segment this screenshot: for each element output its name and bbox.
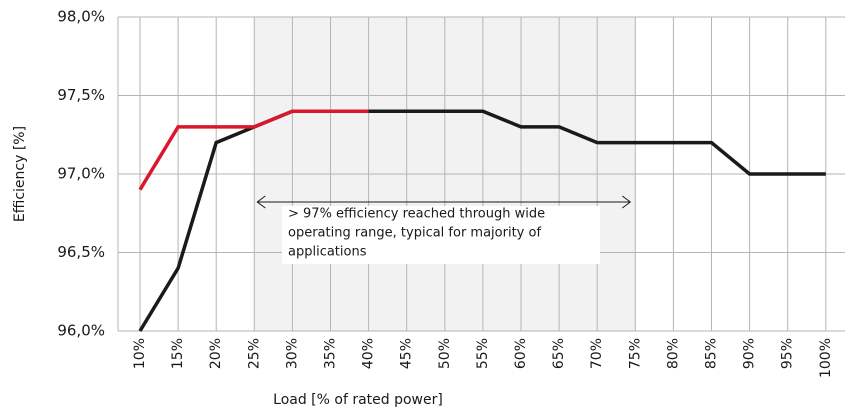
annotation-text: operating range, typical for majority of xyxy=(288,226,541,241)
x-tick-label: 90% xyxy=(742,338,758,369)
y-tick-label: 97,0% xyxy=(57,165,105,183)
x-tick-label: 40% xyxy=(361,338,377,369)
x-tick-label: 25% xyxy=(246,338,262,369)
x-tick-label: 100% xyxy=(818,338,834,378)
x-axis-label: Load [% of rated power] xyxy=(273,392,443,408)
x-tick-label: 65% xyxy=(551,338,567,369)
annotation-box xyxy=(282,206,600,264)
y-tick-label: 96,5% xyxy=(57,243,105,261)
arrow-head-left xyxy=(256,195,266,209)
x-tick-label: 80% xyxy=(665,338,681,369)
y-tick-label: 96,0% xyxy=(57,322,105,340)
x-tick-label: 10% xyxy=(132,338,148,369)
series-line xyxy=(138,109,369,191)
x-tick-label: 20% xyxy=(208,338,224,369)
x-tick-label: 35% xyxy=(323,338,339,369)
x-tick-label: 60% xyxy=(513,338,529,369)
y-tick-label: 97,5% xyxy=(57,86,105,104)
x-tick-label: 45% xyxy=(399,338,415,369)
x-tick-label: 75% xyxy=(627,338,643,369)
x-tick-label: 95% xyxy=(780,338,796,369)
x-tick-label: 85% xyxy=(704,338,720,369)
x-tick-label: 30% xyxy=(284,338,300,369)
annotation-text: > 97% efficiency reached through wide xyxy=(288,207,545,222)
x-tick-label: 50% xyxy=(437,338,453,369)
y-tick-label: 98,0% xyxy=(57,8,105,26)
y-axis-label: Efficiency [%] xyxy=(12,126,28,222)
annotation-text: applications xyxy=(288,245,367,260)
x-tick-label: 70% xyxy=(589,338,605,369)
arrow-head-right xyxy=(622,195,632,209)
x-tick-label: 15% xyxy=(170,338,186,369)
x-tick-label: 55% xyxy=(475,338,491,369)
